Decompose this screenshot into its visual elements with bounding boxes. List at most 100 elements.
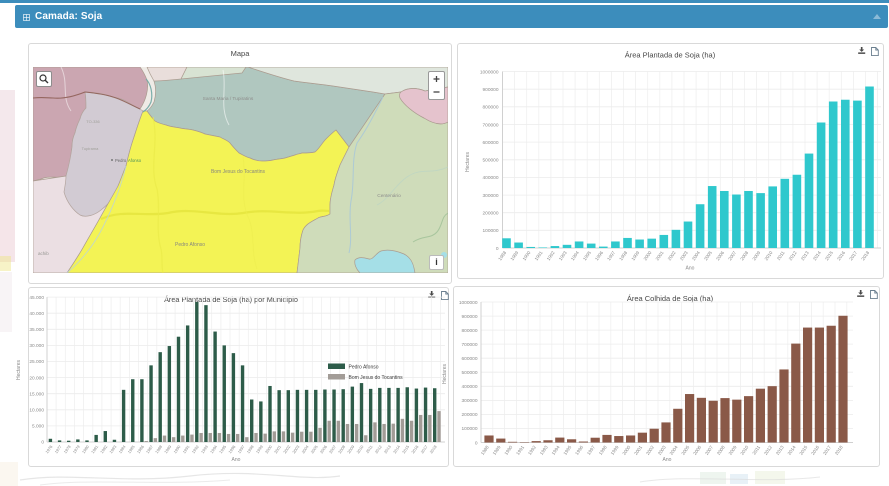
svg-text:2016: 2016 <box>410 444 420 455</box>
svg-text:200000: 200000 <box>482 211 498 217</box>
svg-text:1989: 1989 <box>163 444 173 455</box>
svg-text:300000: 300000 <box>461 398 477 404</box>
svg-text:1989: 1989 <box>509 250 519 262</box>
svg-text:2017: 2017 <box>822 444 832 456</box>
svg-text:2017: 2017 <box>419 444 429 455</box>
svg-text:Centenário: Centenário <box>377 193 401 199</box>
svg-text:1993: 1993 <box>539 444 549 456</box>
svg-text:1999: 1999 <box>630 250 640 262</box>
svg-text:Pedro Afonso: Pedro Afonso <box>175 242 205 248</box>
svg-text:10.000: 10.000 <box>29 408 44 414</box>
svg-text:1984: 1984 <box>117 444 127 455</box>
svg-text:1977: 1977 <box>53 444 63 455</box>
svg-text:2010: 2010 <box>355 444 365 455</box>
svg-text:500000: 500000 <box>482 158 498 164</box>
svg-text:2018: 2018 <box>860 250 870 262</box>
svg-text:1991: 1991 <box>181 444 191 455</box>
svg-text:2012: 2012 <box>374 444 384 455</box>
svg-text:2011: 2011 <box>776 250 786 261</box>
svg-text:2014: 2014 <box>812 250 822 262</box>
svg-text:2003: 2003 <box>657 444 667 456</box>
svg-text:Área Plantada de Soja (ha): Área Plantada de Soja (ha) <box>625 51 716 60</box>
svg-text:800000: 800000 <box>461 328 477 334</box>
svg-text:2000: 2000 <box>264 444 274 455</box>
svg-text:1993: 1993 <box>558 250 568 262</box>
svg-text:5.000: 5.000 <box>32 424 44 430</box>
svg-text:2013: 2013 <box>775 444 785 456</box>
svg-text:2015: 2015 <box>824 250 834 262</box>
svg-text:200000: 200000 <box>461 412 477 418</box>
svg-text:700000: 700000 <box>461 342 477 348</box>
svg-text:1976: 1976 <box>44 444 54 455</box>
svg-text:1991: 1991 <box>534 250 544 262</box>
svg-text:2003: 2003 <box>679 250 689 262</box>
svg-text:2011: 2011 <box>751 444 761 455</box>
svg-text:2018: 2018 <box>429 444 439 455</box>
svg-text:Tupirama: Tupirama <box>82 146 100 151</box>
svg-text:1980: 1980 <box>81 444 91 455</box>
svg-text:Ano: Ano <box>686 266 695 272</box>
svg-text:1991: 1991 <box>515 444 525 456</box>
svg-text:2014: 2014 <box>392 444 402 455</box>
svg-text:800000: 800000 <box>482 105 498 111</box>
svg-text:900000: 900000 <box>482 87 498 93</box>
svg-text:1986: 1986 <box>136 444 146 455</box>
svg-text:2008: 2008 <box>716 444 726 456</box>
svg-text:2002: 2002 <box>645 444 655 456</box>
svg-text:2004: 2004 <box>300 444 310 455</box>
svg-text:0: 0 <box>475 440 478 446</box>
svg-text:Hectares: Hectares <box>442 364 448 385</box>
svg-text:15.000: 15.000 <box>29 391 44 397</box>
svg-text:100000: 100000 <box>461 426 477 432</box>
svg-text:25.000: 25.000 <box>29 359 44 365</box>
svg-text:2006: 2006 <box>692 444 702 456</box>
svg-text:Pedro: Pedro <box>115 158 127 163</box>
svg-text:1998: 1998 <box>246 444 256 455</box>
svg-text:1981: 1981 <box>90 444 100 455</box>
svg-text:1990: 1990 <box>522 250 532 262</box>
svg-text:2006: 2006 <box>319 444 329 455</box>
svg-text:2007: 2007 <box>704 444 714 456</box>
svg-text:1996: 1996 <box>227 444 237 455</box>
svg-text:1994: 1994 <box>570 250 580 262</box>
svg-text:1995: 1995 <box>582 250 592 262</box>
svg-text:Ano: Ano <box>232 457 241 463</box>
svg-text:Ano: Ano <box>663 457 672 463</box>
svg-text:2009: 2009 <box>728 444 738 456</box>
svg-text:Santa Maria / Tupiratins: Santa Maria / Tupiratins <box>203 96 254 102</box>
svg-text:2003: 2003 <box>291 444 301 455</box>
svg-text:2000: 2000 <box>621 444 631 456</box>
svg-text:2005: 2005 <box>310 444 320 455</box>
svg-text:Bom Jesus do Tocantins: Bom Jesus do Tocantins <box>349 375 404 381</box>
svg-text:2008: 2008 <box>739 250 749 262</box>
svg-text:2011: 2011 <box>365 444 374 455</box>
svg-text:1995: 1995 <box>562 444 572 456</box>
svg-text:1999: 1999 <box>610 444 620 456</box>
svg-text:1990: 1990 <box>172 444 182 455</box>
svg-text:2006: 2006 <box>715 250 725 262</box>
svg-text:1992: 1992 <box>527 444 537 456</box>
svg-text:1000000: 1000000 <box>480 69 499 75</box>
svg-text:2017: 2017 <box>848 250 858 262</box>
svg-text:Hectares: Hectares <box>16 360 22 381</box>
svg-text:2008: 2008 <box>337 444 347 455</box>
svg-text:Afonso: Afonso <box>128 158 142 163</box>
svg-text:2001: 2001 <box>273 444 283 455</box>
svg-text:2018: 2018 <box>834 444 844 456</box>
svg-text:1000000: 1000000 <box>459 300 478 306</box>
svg-text:35.000: 35.000 <box>29 327 44 333</box>
svg-text:1994: 1994 <box>551 444 561 456</box>
svg-text:achib: achib <box>38 251 49 256</box>
svg-text:1993: 1993 <box>200 444 210 455</box>
svg-text:2010: 2010 <box>739 444 749 456</box>
svg-text:1985: 1985 <box>127 444 137 455</box>
svg-text:2005: 2005 <box>703 250 713 262</box>
svg-text:2012: 2012 <box>788 250 798 262</box>
svg-text:1996: 1996 <box>594 250 604 262</box>
svg-text:1997: 1997 <box>586 444 596 456</box>
svg-text:1994: 1994 <box>209 444 219 455</box>
svg-text:700000: 700000 <box>482 122 498 128</box>
svg-text:1997: 1997 <box>606 250 616 262</box>
svg-text:2007: 2007 <box>727 250 737 262</box>
svg-text:1987: 1987 <box>145 444 155 455</box>
